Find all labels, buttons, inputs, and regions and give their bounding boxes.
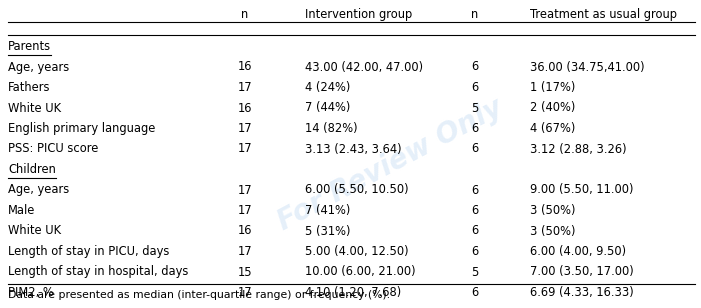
Text: 6: 6 xyxy=(471,143,479,156)
Text: White UK: White UK xyxy=(8,225,61,237)
Text: 17: 17 xyxy=(238,245,252,258)
Text: English primary language: English primary language xyxy=(8,122,156,135)
Text: 4.10 (1.20, 7.68): 4.10 (1.20, 7.68) xyxy=(305,286,401,299)
Text: 6: 6 xyxy=(471,122,479,135)
Text: 17: 17 xyxy=(238,286,252,299)
Text: 5: 5 xyxy=(471,102,479,115)
Text: PIM2, %: PIM2, % xyxy=(8,286,54,299)
Text: 6: 6 xyxy=(471,225,479,237)
Text: For Review Only: For Review Only xyxy=(273,94,508,236)
Text: 5.00 (4.00, 12.50): 5.00 (4.00, 12.50) xyxy=(305,245,409,258)
Text: Age, years: Age, years xyxy=(8,184,69,197)
Text: 9.00 (5.50, 11.00): 9.00 (5.50, 11.00) xyxy=(530,184,634,197)
Text: 17: 17 xyxy=(238,184,252,197)
Text: Length of stay in PICU, days: Length of stay in PICU, days xyxy=(8,245,170,258)
Text: 5: 5 xyxy=(471,265,479,278)
Text: Length of stay in hospital, days: Length of stay in hospital, days xyxy=(8,265,189,278)
Text: Parents: Parents xyxy=(8,40,51,53)
Text: 15: 15 xyxy=(238,265,252,278)
Text: 17: 17 xyxy=(238,122,252,135)
Text: Intervention group: Intervention group xyxy=(305,8,412,21)
Text: 16: 16 xyxy=(238,102,252,115)
Text: PSS: PICU score: PSS: PICU score xyxy=(8,143,98,156)
Text: Male: Male xyxy=(8,204,35,217)
Text: 3 (50%): 3 (50%) xyxy=(530,204,576,217)
Text: n: n xyxy=(241,8,249,21)
Text: 3 (50%): 3 (50%) xyxy=(530,225,576,237)
Text: 2 (40%): 2 (40%) xyxy=(530,102,576,115)
Text: 1 (17%): 1 (17%) xyxy=(530,81,576,94)
Text: 3.12 (2.88, 3.26): 3.12 (2.88, 3.26) xyxy=(530,143,627,156)
Text: Treatment as usual group: Treatment as usual group xyxy=(530,8,677,21)
Text: n: n xyxy=(471,8,479,21)
Text: 17: 17 xyxy=(238,81,252,94)
Text: 36.00 (34.75,41.00): 36.00 (34.75,41.00) xyxy=(530,60,645,74)
Text: 7.00 (3.50, 17.00): 7.00 (3.50, 17.00) xyxy=(530,265,634,278)
Text: Age, years: Age, years xyxy=(8,60,69,74)
Text: 6: 6 xyxy=(471,184,479,197)
Text: 6: 6 xyxy=(471,204,479,217)
Text: 6.69 (4.33, 16.33): 6.69 (4.33, 16.33) xyxy=(530,286,634,299)
Text: 5 (31%): 5 (31%) xyxy=(305,225,350,237)
Text: 7 (41%): 7 (41%) xyxy=(305,204,350,217)
Text: 6: 6 xyxy=(471,286,479,299)
Text: 6: 6 xyxy=(471,60,479,74)
Text: 17: 17 xyxy=(238,143,252,156)
Text: Data are presented as median (inter-quartile range) or frequency (%).: Data are presented as median (inter-quar… xyxy=(8,290,390,300)
Text: 4 (24%): 4 (24%) xyxy=(305,81,350,94)
Text: 10.00 (6.00, 21.00): 10.00 (6.00, 21.00) xyxy=(305,265,416,278)
Text: 16: 16 xyxy=(238,60,252,74)
Text: 6.00 (5.50, 10.50): 6.00 (5.50, 10.50) xyxy=(305,184,409,197)
Text: 17: 17 xyxy=(238,204,252,217)
Text: 3.13 (2.43, 3.64): 3.13 (2.43, 3.64) xyxy=(305,143,402,156)
Text: White UK: White UK xyxy=(8,102,61,115)
Text: 43.00 (42.00, 47.00): 43.00 (42.00, 47.00) xyxy=(305,60,423,74)
Text: 14 (82%): 14 (82%) xyxy=(305,122,358,135)
Text: 6: 6 xyxy=(471,245,479,258)
Text: 7 (44%): 7 (44%) xyxy=(305,102,350,115)
Text: Children: Children xyxy=(8,163,56,176)
Text: Fathers: Fathers xyxy=(8,81,50,94)
Text: 6: 6 xyxy=(471,81,479,94)
Text: 4 (67%): 4 (67%) xyxy=(530,122,576,135)
Text: 16: 16 xyxy=(238,225,252,237)
Text: 6.00 (4.00, 9.50): 6.00 (4.00, 9.50) xyxy=(530,245,626,258)
